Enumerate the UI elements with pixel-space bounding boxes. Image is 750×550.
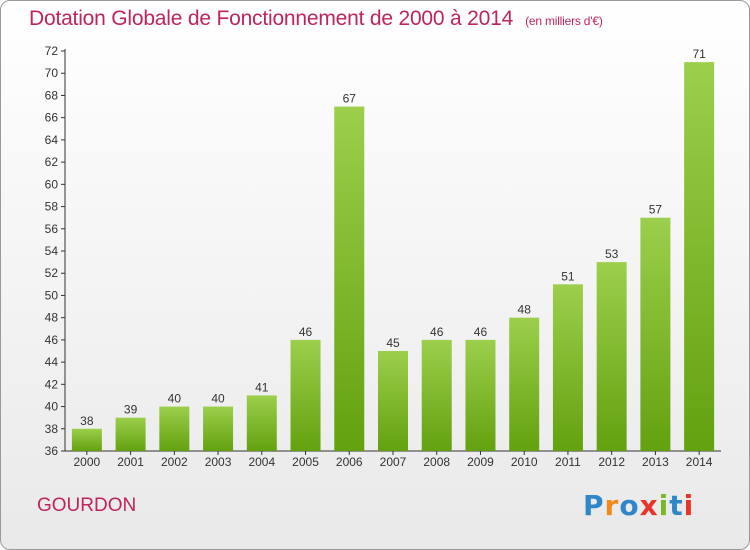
- bar-2011: [552, 284, 583, 451]
- y-tick-label: 58: [45, 200, 59, 214]
- y-tick-label: 42: [45, 377, 59, 391]
- x-tick-label: 2010: [511, 455, 538, 469]
- bar-2008: [421, 339, 452, 451]
- x-tick-label: 2012: [598, 455, 625, 469]
- y-tick-label: 64: [45, 133, 59, 147]
- bar-2007: [378, 351, 408, 451]
- x-tick-label: 2009: [467, 455, 494, 469]
- data-label: 46: [430, 325, 444, 339]
- bar-2004: [246, 395, 277, 451]
- data-label: 71: [692, 47, 706, 61]
- bar-2010: [509, 317, 540, 451]
- bar-2012: [596, 262, 627, 451]
- city-name: GOURDON: [37, 495, 137, 516]
- bar-2003: [203, 406, 234, 451]
- logo-letter: P: [583, 489, 605, 522]
- y-tick-label: 44: [45, 355, 59, 369]
- bar-2009: [465, 339, 496, 451]
- x-tick-label: 2011: [555, 455, 581, 469]
- logo-letter: i: [683, 489, 695, 522]
- y-tick-label: 72: [45, 44, 59, 58]
- logo-letter: t: [669, 489, 684, 522]
- bar-2005: [290, 339, 321, 451]
- y-tick-label: 48: [45, 311, 59, 325]
- x-tick-label: 2006: [336, 455, 363, 469]
- bar-2014: [684, 62, 715, 451]
- logo-letter: x: [639, 489, 659, 522]
- y-tick-label: 46: [45, 333, 59, 347]
- data-label: 39: [124, 403, 138, 417]
- data-label: 45: [386, 336, 400, 350]
- x-tick-label: 2007: [380, 455, 407, 469]
- data-label: 38: [80, 414, 94, 428]
- bar-2001: [115, 417, 146, 451]
- logo-letter: o: [619, 489, 640, 522]
- x-tick-label: 2014: [686, 455, 713, 469]
- y-tick-label: 70: [45, 66, 59, 80]
- y-tick-label: 52: [45, 266, 59, 280]
- x-tick-label: 2004: [248, 455, 275, 469]
- chart-title: Dotation Globale de Fonctionnement de 20…: [29, 7, 603, 31]
- y-tick-label: 66: [45, 111, 59, 125]
- x-tick-label: 2003: [205, 455, 232, 469]
- data-label: 67: [343, 92, 357, 106]
- x-tick-label: 2008: [423, 455, 450, 469]
- chart-subtitle: (en milliers d'€): [525, 14, 603, 28]
- y-tick-label: 62: [45, 155, 59, 169]
- bar-2000: [71, 428, 102, 451]
- bar-2006: [334, 106, 365, 452]
- x-tick-label: 2001: [117, 455, 144, 469]
- logo-letter: i: [658, 489, 670, 522]
- y-tick-label: 54: [45, 244, 59, 258]
- bar-2013: [640, 217, 671, 451]
- data-label: 51: [561, 269, 575, 283]
- y-tick-label: 40: [45, 400, 59, 414]
- bar-2002: [159, 406, 190, 451]
- chart-title-text: Dotation Globale de Fonctionnement de 20…: [29, 7, 514, 30]
- x-tick-label: 2013: [642, 455, 669, 469]
- data-label: 53: [605, 247, 619, 261]
- data-label: 57: [649, 203, 663, 217]
- x-tick-label: 2002: [161, 455, 188, 469]
- data-label: 46: [474, 325, 488, 339]
- data-label: 41: [255, 380, 269, 394]
- data-label: 48: [518, 303, 532, 317]
- x-tick-label: 2005: [292, 455, 319, 469]
- data-label: 46: [299, 325, 313, 339]
- y-tick-label: 36: [45, 444, 59, 458]
- y-tick-label: 56: [45, 222, 59, 236]
- logo-letter: r: [604, 489, 620, 522]
- data-label: 40: [211, 392, 225, 406]
- y-tick-label: 38: [45, 422, 59, 436]
- y-tick-label: 60: [45, 177, 59, 191]
- data-label: 40: [168, 392, 182, 406]
- y-tick-label: 50: [45, 288, 59, 302]
- x-tick-label: 2000: [74, 455, 101, 469]
- y-tick-label: 68: [45, 88, 59, 102]
- proxiti-logo: Proxiti: [583, 489, 694, 522]
